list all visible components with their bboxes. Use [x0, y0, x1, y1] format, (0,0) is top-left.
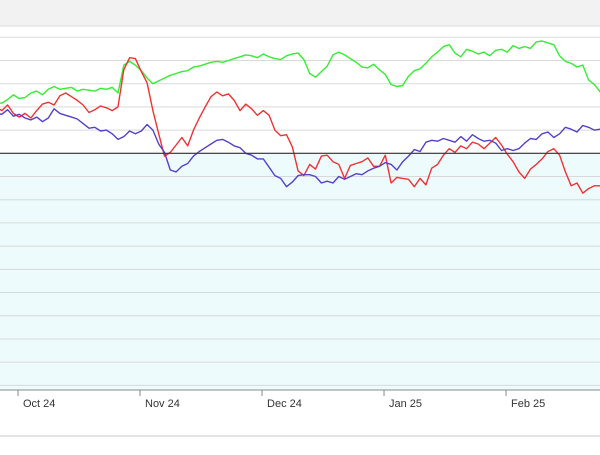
series-line-3: [0, 108, 600, 188]
chart-header-strip: [0, 0, 600, 26]
plot-area-below-baseline: [0, 153, 600, 390]
x-tick-label: Nov 24: [145, 398, 180, 410]
x-tick-label: Oct 24: [23, 398, 55, 410]
x-tick-label: Feb 25: [511, 398, 545, 410]
x-tick-label: Jan 25: [389, 398, 422, 410]
series-line-1: [0, 40, 600, 104]
x-tick-label: Dec 24: [267, 398, 302, 410]
